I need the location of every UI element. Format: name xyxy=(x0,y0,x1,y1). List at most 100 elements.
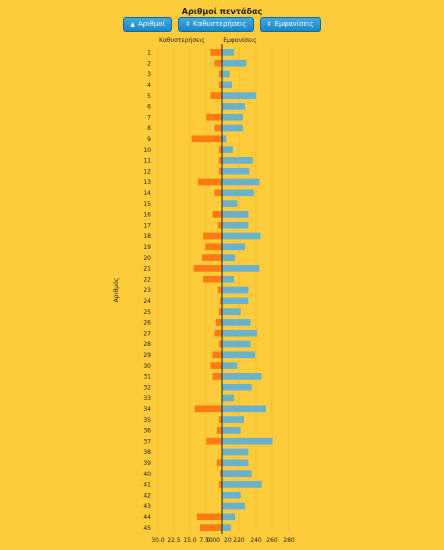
appearance-bar xyxy=(222,124,243,132)
category-label: 29 xyxy=(143,352,151,359)
delay-bar xyxy=(215,319,222,326)
appearance-bar xyxy=(222,308,241,315)
delay-bar xyxy=(214,189,222,197)
delay-bar xyxy=(212,211,222,218)
category-label: 5 xyxy=(147,93,151,100)
appearance-bar xyxy=(222,135,227,143)
category-label: 34 xyxy=(143,406,151,413)
category-label: 2 xyxy=(147,60,151,67)
category-label: 12 xyxy=(143,168,151,175)
category-label: 42 xyxy=(143,492,151,499)
category-label: 22 xyxy=(143,276,151,283)
category-label: 33 xyxy=(143,395,151,402)
category-label: 6 xyxy=(147,104,151,111)
delay-bar xyxy=(193,265,222,272)
delay-bar xyxy=(206,113,222,121)
appearance-bar xyxy=(222,481,262,488)
delay-bars xyxy=(191,49,222,531)
delay-bar xyxy=(210,92,222,99)
appearance-bar xyxy=(222,211,249,218)
category-label: 26 xyxy=(143,320,151,327)
delay-bar xyxy=(218,340,222,348)
delay-bar xyxy=(218,70,222,78)
appearance-bar xyxy=(222,340,251,348)
appearance-bar xyxy=(222,59,247,67)
axis-ticks: 30.0 22.5 15.0 7.500.00 20 220 240 260 280 xyxy=(151,537,295,544)
sort-by-appearances-button[interactable]: ⇕ Εμφανίσεις xyxy=(259,17,321,32)
sort-by-number-button[interactable]: ▲ Αριθμοί xyxy=(123,17,172,32)
appearance-bar xyxy=(222,254,236,261)
appearance-bar xyxy=(222,297,249,305)
category-label: 19 xyxy=(143,244,151,251)
y-axis-label: Αριθμός xyxy=(113,278,120,303)
delay-bar xyxy=(217,286,222,294)
appearance-bar xyxy=(222,427,241,434)
left-tick-label: 7.50 xyxy=(199,537,213,544)
appearance-bar xyxy=(222,502,246,510)
category-label: 32 xyxy=(143,384,151,391)
sort-icon: ⇕ xyxy=(184,21,190,28)
appearance-bar xyxy=(222,189,254,197)
category-label: 25 xyxy=(143,309,151,316)
category-label: 18 xyxy=(143,233,151,240)
appearance-bar xyxy=(222,113,243,121)
delay-bar xyxy=(218,416,222,423)
appearance-bar xyxy=(222,491,241,499)
sort-by-delays-label: Καθυστερήσεις xyxy=(192,20,247,28)
delay-bar xyxy=(196,513,222,521)
appearance-bar xyxy=(222,437,273,445)
appearance-bar xyxy=(222,405,266,413)
sort-by-delays-button[interactable]: ⇕ Καθυστερήσεις xyxy=(177,17,254,32)
appearance-bar xyxy=(222,394,235,402)
appearance-bar xyxy=(222,329,258,337)
category-label: 10 xyxy=(143,147,151,154)
appearance-bar xyxy=(222,167,250,175)
appearance-bar xyxy=(222,459,249,467)
category-label: 21 xyxy=(143,266,151,273)
appearance-bar xyxy=(222,470,252,477)
category-label: 7 xyxy=(147,114,151,121)
category-label: 13 xyxy=(143,179,151,186)
delay-bar xyxy=(203,275,222,283)
right-tick-label: 260 xyxy=(266,537,278,544)
category-label: 17 xyxy=(143,222,151,229)
category-label: 36 xyxy=(143,428,151,435)
delay-bar xyxy=(194,405,222,413)
category-label: 9 xyxy=(147,136,151,143)
delay-bar xyxy=(202,254,222,261)
sort-icon: ⇕ xyxy=(266,21,272,28)
appearance-bar xyxy=(222,157,253,164)
appearance-bar xyxy=(222,49,235,56)
appearance-bar xyxy=(222,200,238,207)
delay-bar xyxy=(210,362,222,369)
appearance-bar xyxy=(222,275,235,283)
right-tick-label: 20 xyxy=(224,537,232,544)
category-label: 3 xyxy=(147,71,151,78)
sort-by-number-label: Αριθμοί xyxy=(137,20,165,28)
category-label: 8 xyxy=(147,125,151,132)
category-label: 30 xyxy=(143,363,151,370)
category-label: 40 xyxy=(143,471,151,478)
right-tick-label: 280 xyxy=(283,537,295,544)
right-tick-label: 220 xyxy=(233,537,245,544)
category-label: 4 xyxy=(147,82,151,89)
sort-button-bar: ▲ Αριθμοί ⇕ Καθυστερήσεις ⇕ Εμφανίσεις xyxy=(0,17,444,32)
delay-bar xyxy=(214,124,222,132)
category-label: 45 xyxy=(143,525,151,532)
delay-bar xyxy=(191,135,222,143)
appearance-bar xyxy=(222,232,261,240)
category-label: 37 xyxy=(143,438,151,445)
delay-bar xyxy=(214,329,222,337)
category-labels: 1234567891011121314151617181920212223242… xyxy=(143,50,151,532)
right-tick-label: 240 xyxy=(250,537,262,544)
delay-bar xyxy=(219,297,222,305)
category-label: 20 xyxy=(143,255,151,262)
appearance-bar xyxy=(222,362,238,369)
appearance-bar xyxy=(222,351,255,359)
appearance-bar xyxy=(222,448,249,456)
appearance-bar xyxy=(222,416,244,423)
appearance-bar xyxy=(222,524,231,531)
left-tick-label: 15.0 xyxy=(183,537,197,544)
category-label: 23 xyxy=(143,287,151,294)
